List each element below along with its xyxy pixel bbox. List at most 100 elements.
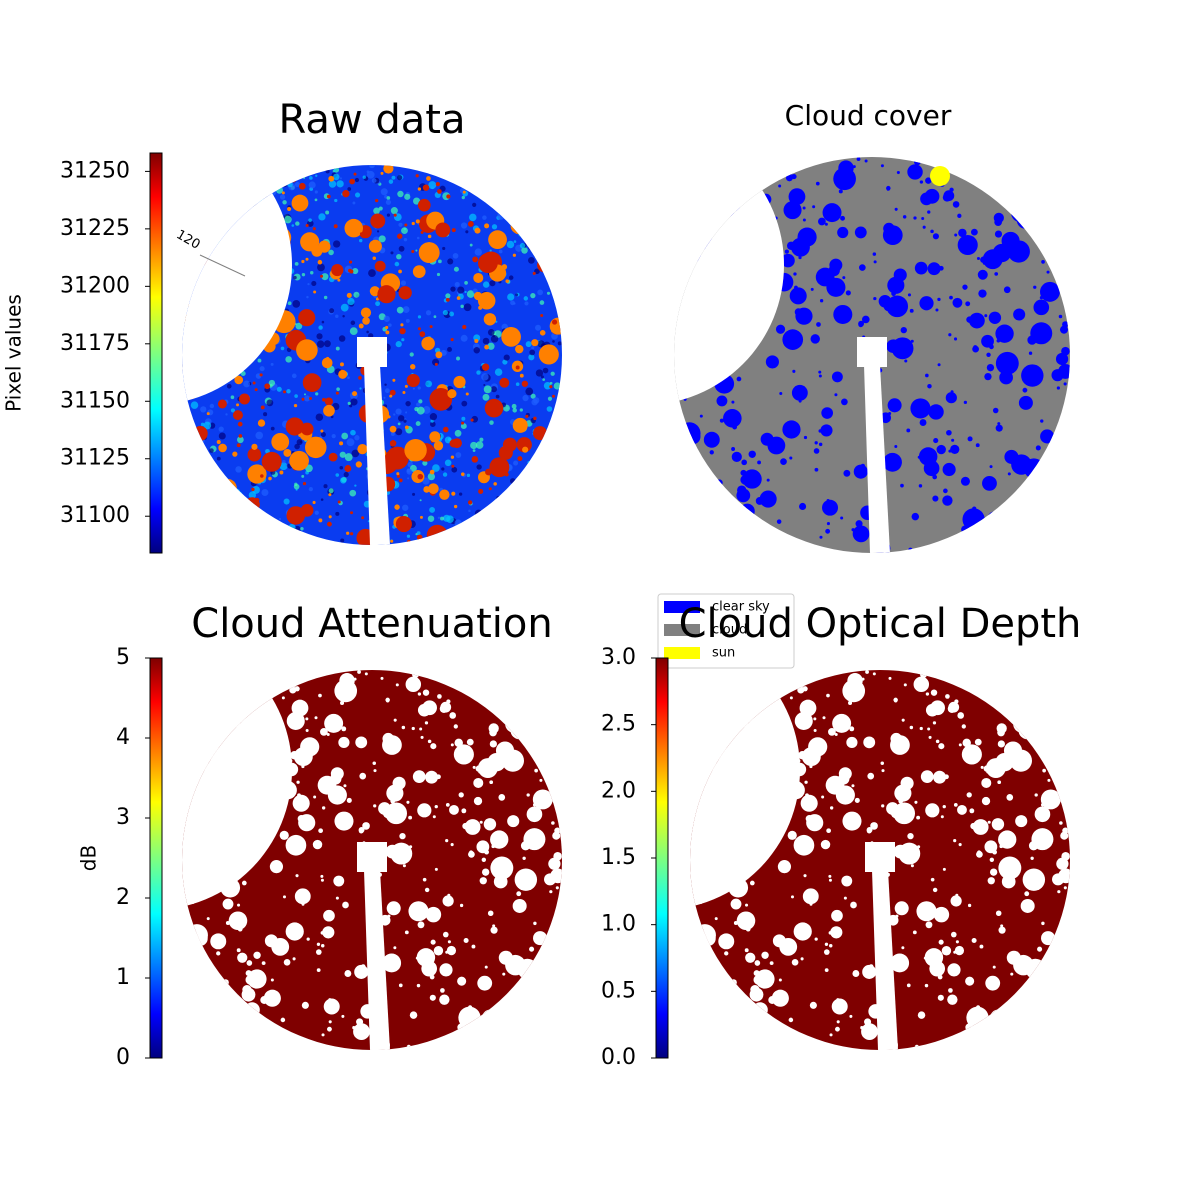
colorbar-tick-label: 1.0 [601, 912, 636, 937]
blob [298, 182, 306, 190]
blob [1040, 677, 1045, 682]
blob [707, 182, 711, 187]
blob [858, 320, 865, 327]
blob [753, 974, 764, 985]
blob [759, 490, 777, 508]
blob [509, 1028, 515, 1034]
blob [422, 877, 427, 882]
blob [818, 442, 823, 447]
blob [943, 190, 955, 202]
noise [206, 508, 210, 512]
blob [426, 524, 448, 545]
blob [522, 856, 526, 860]
noise [428, 181, 437, 190]
noise [291, 224, 295, 227]
blob [261, 961, 266, 966]
blob [776, 519, 782, 524]
blob [449, 712, 457, 719]
noise [534, 179, 542, 187]
blob [787, 944, 791, 948]
blob [837, 226, 849, 239]
blob [239, 528, 244, 533]
blob [862, 964, 877, 979]
blob [950, 895, 962, 907]
blob [498, 794, 506, 801]
noise [462, 179, 469, 186]
blob [985, 975, 1001, 991]
blob [777, 860, 792, 874]
blob [724, 161, 729, 166]
blob [377, 285, 396, 304]
blob [182, 746, 186, 750]
noise [441, 467, 445, 471]
blob [1015, 815, 1028, 828]
noise [201, 519, 210, 527]
noise [188, 264, 196, 272]
blob [344, 218, 363, 238]
blob [997, 740, 1005, 748]
noise [263, 412, 268, 417]
blob [1050, 745, 1068, 762]
noise [463, 303, 472, 312]
noise [508, 275, 514, 280]
blob [328, 493, 332, 497]
blob [891, 403, 899, 411]
blob [532, 534, 545, 545]
blob [891, 291, 896, 297]
blob [539, 329, 546, 336]
blob [320, 274, 324, 278]
noise [483, 383, 486, 386]
blob [1020, 706, 1036, 722]
noise [396, 253, 402, 260]
noise [513, 240, 517, 243]
blob [246, 960, 253, 966]
blob [451, 491, 456, 496]
blob [261, 451, 282, 472]
blob [309, 397, 313, 401]
noise [220, 512, 223, 516]
blob [1057, 863, 1061, 867]
blob [542, 745, 560, 762]
blob [463, 937, 469, 944]
blob [948, 988, 953, 993]
blob [420, 230, 424, 234]
noise [535, 525, 539, 529]
blob [928, 735, 932, 739]
blob [789, 287, 807, 305]
noise [436, 272, 441, 277]
blob [813, 728, 817, 732]
noise [409, 352, 414, 357]
blob [320, 878, 324, 882]
blob [802, 206, 806, 210]
blob [900, 326, 907, 334]
blob [1038, 1009, 1046, 1017]
blob [268, 536, 272, 540]
blob [985, 758, 1006, 779]
blob [182, 1034, 189, 1040]
noise [535, 324, 542, 331]
noise [288, 529, 295, 536]
blob [481, 363, 490, 371]
noise [429, 507, 436, 513]
blob [424, 887, 430, 893]
blob [301, 1001, 309, 1009]
blob [975, 1005, 981, 1010]
blob [828, 874, 832, 878]
blob [798, 750, 807, 760]
blob [855, 520, 863, 528]
blob [532, 1039, 545, 1050]
blob [313, 795, 317, 799]
blob [296, 780, 300, 784]
noise [416, 531, 421, 536]
blob [894, 207, 898, 211]
blob [348, 260, 353, 264]
blob [532, 677, 537, 682]
blob [845, 290, 851, 296]
noise [224, 183, 233, 191]
colorbar-tick-label: 31125 [60, 446, 130, 471]
blob [477, 758, 498, 779]
blob [501, 327, 521, 347]
noise [390, 251, 394, 255]
blob [692, 976, 696, 980]
blob [1061, 994, 1069, 1002]
